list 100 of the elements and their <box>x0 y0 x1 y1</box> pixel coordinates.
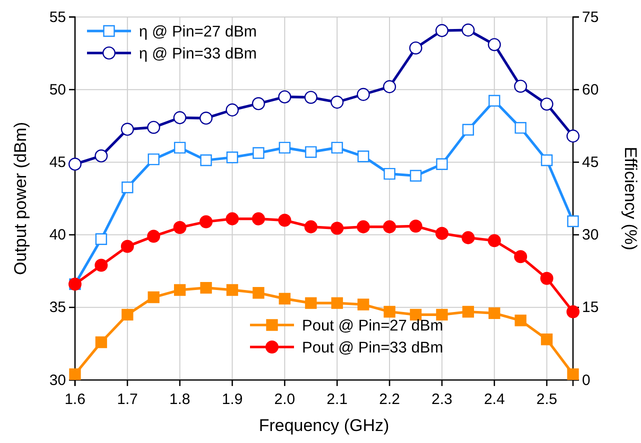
point <box>488 94 500 107</box>
point <box>252 97 265 110</box>
y-tick-label: 35 <box>49 299 66 316</box>
point <box>357 150 370 162</box>
point <box>174 284 186 296</box>
point <box>252 147 264 159</box>
legend-label: η @ Pin=33 dBm <box>139 46 257 62</box>
point <box>409 220 422 233</box>
point <box>383 80 396 94</box>
point <box>304 90 318 104</box>
point <box>540 272 554 285</box>
x-tick-label: 2.5 <box>536 391 558 408</box>
point <box>488 307 500 320</box>
point <box>173 111 186 124</box>
point <box>147 230 160 243</box>
point <box>409 41 422 54</box>
point <box>384 168 396 180</box>
point <box>200 282 212 294</box>
point <box>436 308 448 321</box>
point <box>540 334 553 346</box>
point <box>435 226 448 240</box>
point <box>226 284 238 296</box>
point <box>94 258 108 272</box>
point <box>278 214 292 227</box>
point <box>566 130 580 143</box>
x-tick-label: 1.7 <box>116 391 138 408</box>
y-tick-label: 45 <box>49 154 66 171</box>
x-tick-label: 1.6 <box>64 391 86 408</box>
x-tick-label: 2.3 <box>432 391 452 408</box>
legend-label: η @ Pin=27 dBm <box>139 24 257 40</box>
point <box>122 182 134 194</box>
point <box>435 24 448 38</box>
point <box>120 122 134 136</box>
y2-tick-label: 0 <box>582 372 590 389</box>
x-tick-label: 2.0 <box>274 391 296 408</box>
point <box>356 220 370 234</box>
point <box>200 112 213 125</box>
point <box>69 368 81 380</box>
y2-tick-label: 15 <box>582 299 599 316</box>
y-tick-label: 30 <box>49 372 66 389</box>
point <box>278 292 291 305</box>
y2-axis-title: Efficiency (%) <box>621 146 640 250</box>
point <box>226 103 239 116</box>
point <box>122 308 134 321</box>
point <box>383 220 396 234</box>
point <box>252 212 265 226</box>
y2-tick-label: 60 <box>582 81 599 98</box>
y-tick-label: 40 <box>49 226 66 244</box>
x-tick-label: 2.1 <box>326 391 348 408</box>
point <box>357 298 370 310</box>
x-tick-label: 1.9 <box>222 391 243 408</box>
point <box>148 291 160 304</box>
point <box>410 170 422 182</box>
point <box>200 154 212 166</box>
point <box>95 233 108 245</box>
point <box>226 212 239 226</box>
point <box>384 306 396 318</box>
point <box>252 287 264 299</box>
y-tick-label: 55 <box>49 8 66 26</box>
point <box>462 124 474 136</box>
point <box>94 149 108 162</box>
x-tick-label: 2.2 <box>379 391 400 408</box>
y2-tick-label: 75 <box>582 8 599 26</box>
point <box>436 158 448 170</box>
point <box>331 142 343 154</box>
point <box>278 142 291 154</box>
point <box>567 368 579 380</box>
point <box>305 146 317 158</box>
point <box>514 80 528 93</box>
point <box>330 222 344 235</box>
point <box>148 153 160 166</box>
point <box>174 142 186 154</box>
point <box>200 215 213 228</box>
point <box>540 154 553 166</box>
point <box>567 215 579 228</box>
point <box>95 336 108 348</box>
point <box>278 90 292 104</box>
point <box>462 24 475 37</box>
point <box>540 98 554 111</box>
y-axis-title: Output power (dBm) <box>11 122 30 276</box>
point <box>514 314 526 326</box>
point <box>331 297 343 309</box>
point <box>514 250 528 264</box>
point <box>68 158 82 171</box>
x-axis-title: Frequency (GHz) <box>258 416 390 435</box>
point <box>120 240 134 253</box>
point <box>330 96 344 109</box>
point <box>305 297 317 309</box>
point <box>488 234 501 248</box>
point <box>462 306 474 318</box>
y2-tick-label: 30 <box>582 226 599 244</box>
point <box>147 120 160 134</box>
point <box>304 220 318 234</box>
legend-label: Pout @ Pin=33 dBm <box>302 340 444 356</box>
point <box>173 221 186 234</box>
y-tick-label: 50 <box>49 81 66 98</box>
point <box>462 231 475 244</box>
point <box>356 88 370 101</box>
point <box>514 122 526 134</box>
legend-label: Pout @ Pin=27 dBm <box>302 318 444 334</box>
